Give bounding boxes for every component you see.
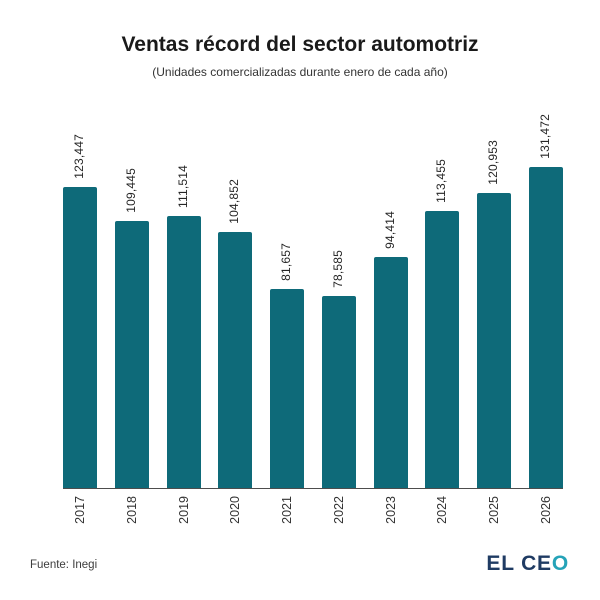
chart-header: Ventas récord del sector automotriz (Uni… xyxy=(0,0,600,79)
x-tick-label-2021: 2021 xyxy=(280,496,295,524)
x-tick-label-2023: 2023 xyxy=(383,496,398,524)
page-title: Ventas récord del sector automotriz xyxy=(121,33,479,56)
x-tick-label-2026: 2026 xyxy=(538,496,553,524)
bar-2019 xyxy=(166,216,201,488)
bar-2023 xyxy=(373,257,408,488)
value-label-2020: 104,852 xyxy=(227,179,242,224)
bar-2021 xyxy=(270,289,305,488)
bar-column-2021: 81,657 2021 xyxy=(270,158,305,524)
x-tick-label-2020: 2020 xyxy=(228,496,243,524)
bar-2022 xyxy=(321,296,356,488)
bar-2025 xyxy=(477,193,512,488)
value-label-2025: 120,953 xyxy=(486,140,501,185)
value-label-2026: 131,472 xyxy=(537,114,552,159)
bar-column-2018: 109,445 2018 xyxy=(114,158,149,524)
bar-column-2020: 104,852 2020 xyxy=(218,158,253,524)
x-tick-label-2022: 2022 xyxy=(331,496,346,524)
page-subtitle: (Unidades comercializadas durante enero … xyxy=(152,65,448,79)
bar-2018 xyxy=(114,221,149,488)
logo-o: O xyxy=(551,552,569,575)
x-tick-label-2018: 2018 xyxy=(124,496,139,524)
x-tick-label-2019: 2019 xyxy=(176,496,191,524)
value-label-2023: 94,414 xyxy=(382,211,397,249)
source-note: Fuente: Inegi xyxy=(30,559,98,571)
bar-column-2017: 123,447 2017 xyxy=(63,134,97,524)
value-label-2024: 113,455 xyxy=(434,159,449,203)
bar-column-2026: 131,472 2026 xyxy=(528,114,563,524)
x-tick-label-2017: 2017 xyxy=(73,496,87,524)
value-label-2019: 111,514 xyxy=(175,165,190,208)
bar-2024 xyxy=(425,211,460,488)
value-label-2017: 123,447 xyxy=(72,134,86,179)
bar-column-2019: 111,514 2019 xyxy=(166,158,201,524)
bar-column-2025: 120,953 2025 xyxy=(477,140,512,524)
bar-chart: 123,447 2017 109,445 2018 111,514 2019 104,852… xyxy=(63,114,563,524)
value-label-2021: 81,657 xyxy=(279,243,294,281)
bar-2017 xyxy=(63,187,97,488)
bar-column-2022: 78,585 2022 xyxy=(321,158,356,524)
bar-2020 xyxy=(218,232,253,488)
value-label-2022: 78,585 xyxy=(330,250,345,288)
bar-column-2023: 94,414 2023 xyxy=(373,158,408,524)
bar-2026 xyxy=(528,167,563,488)
el-ceo-logo: EL CEO xyxy=(486,552,569,576)
logo-el-ce: EL CE xyxy=(486,552,552,575)
x-tick-label-2024: 2024 xyxy=(435,496,450,524)
x-tick-label-2025: 2025 xyxy=(487,496,502,524)
bar-column-2024: 113,455 2024 xyxy=(425,158,460,524)
value-label-2018: 109,445 xyxy=(123,168,138,213)
